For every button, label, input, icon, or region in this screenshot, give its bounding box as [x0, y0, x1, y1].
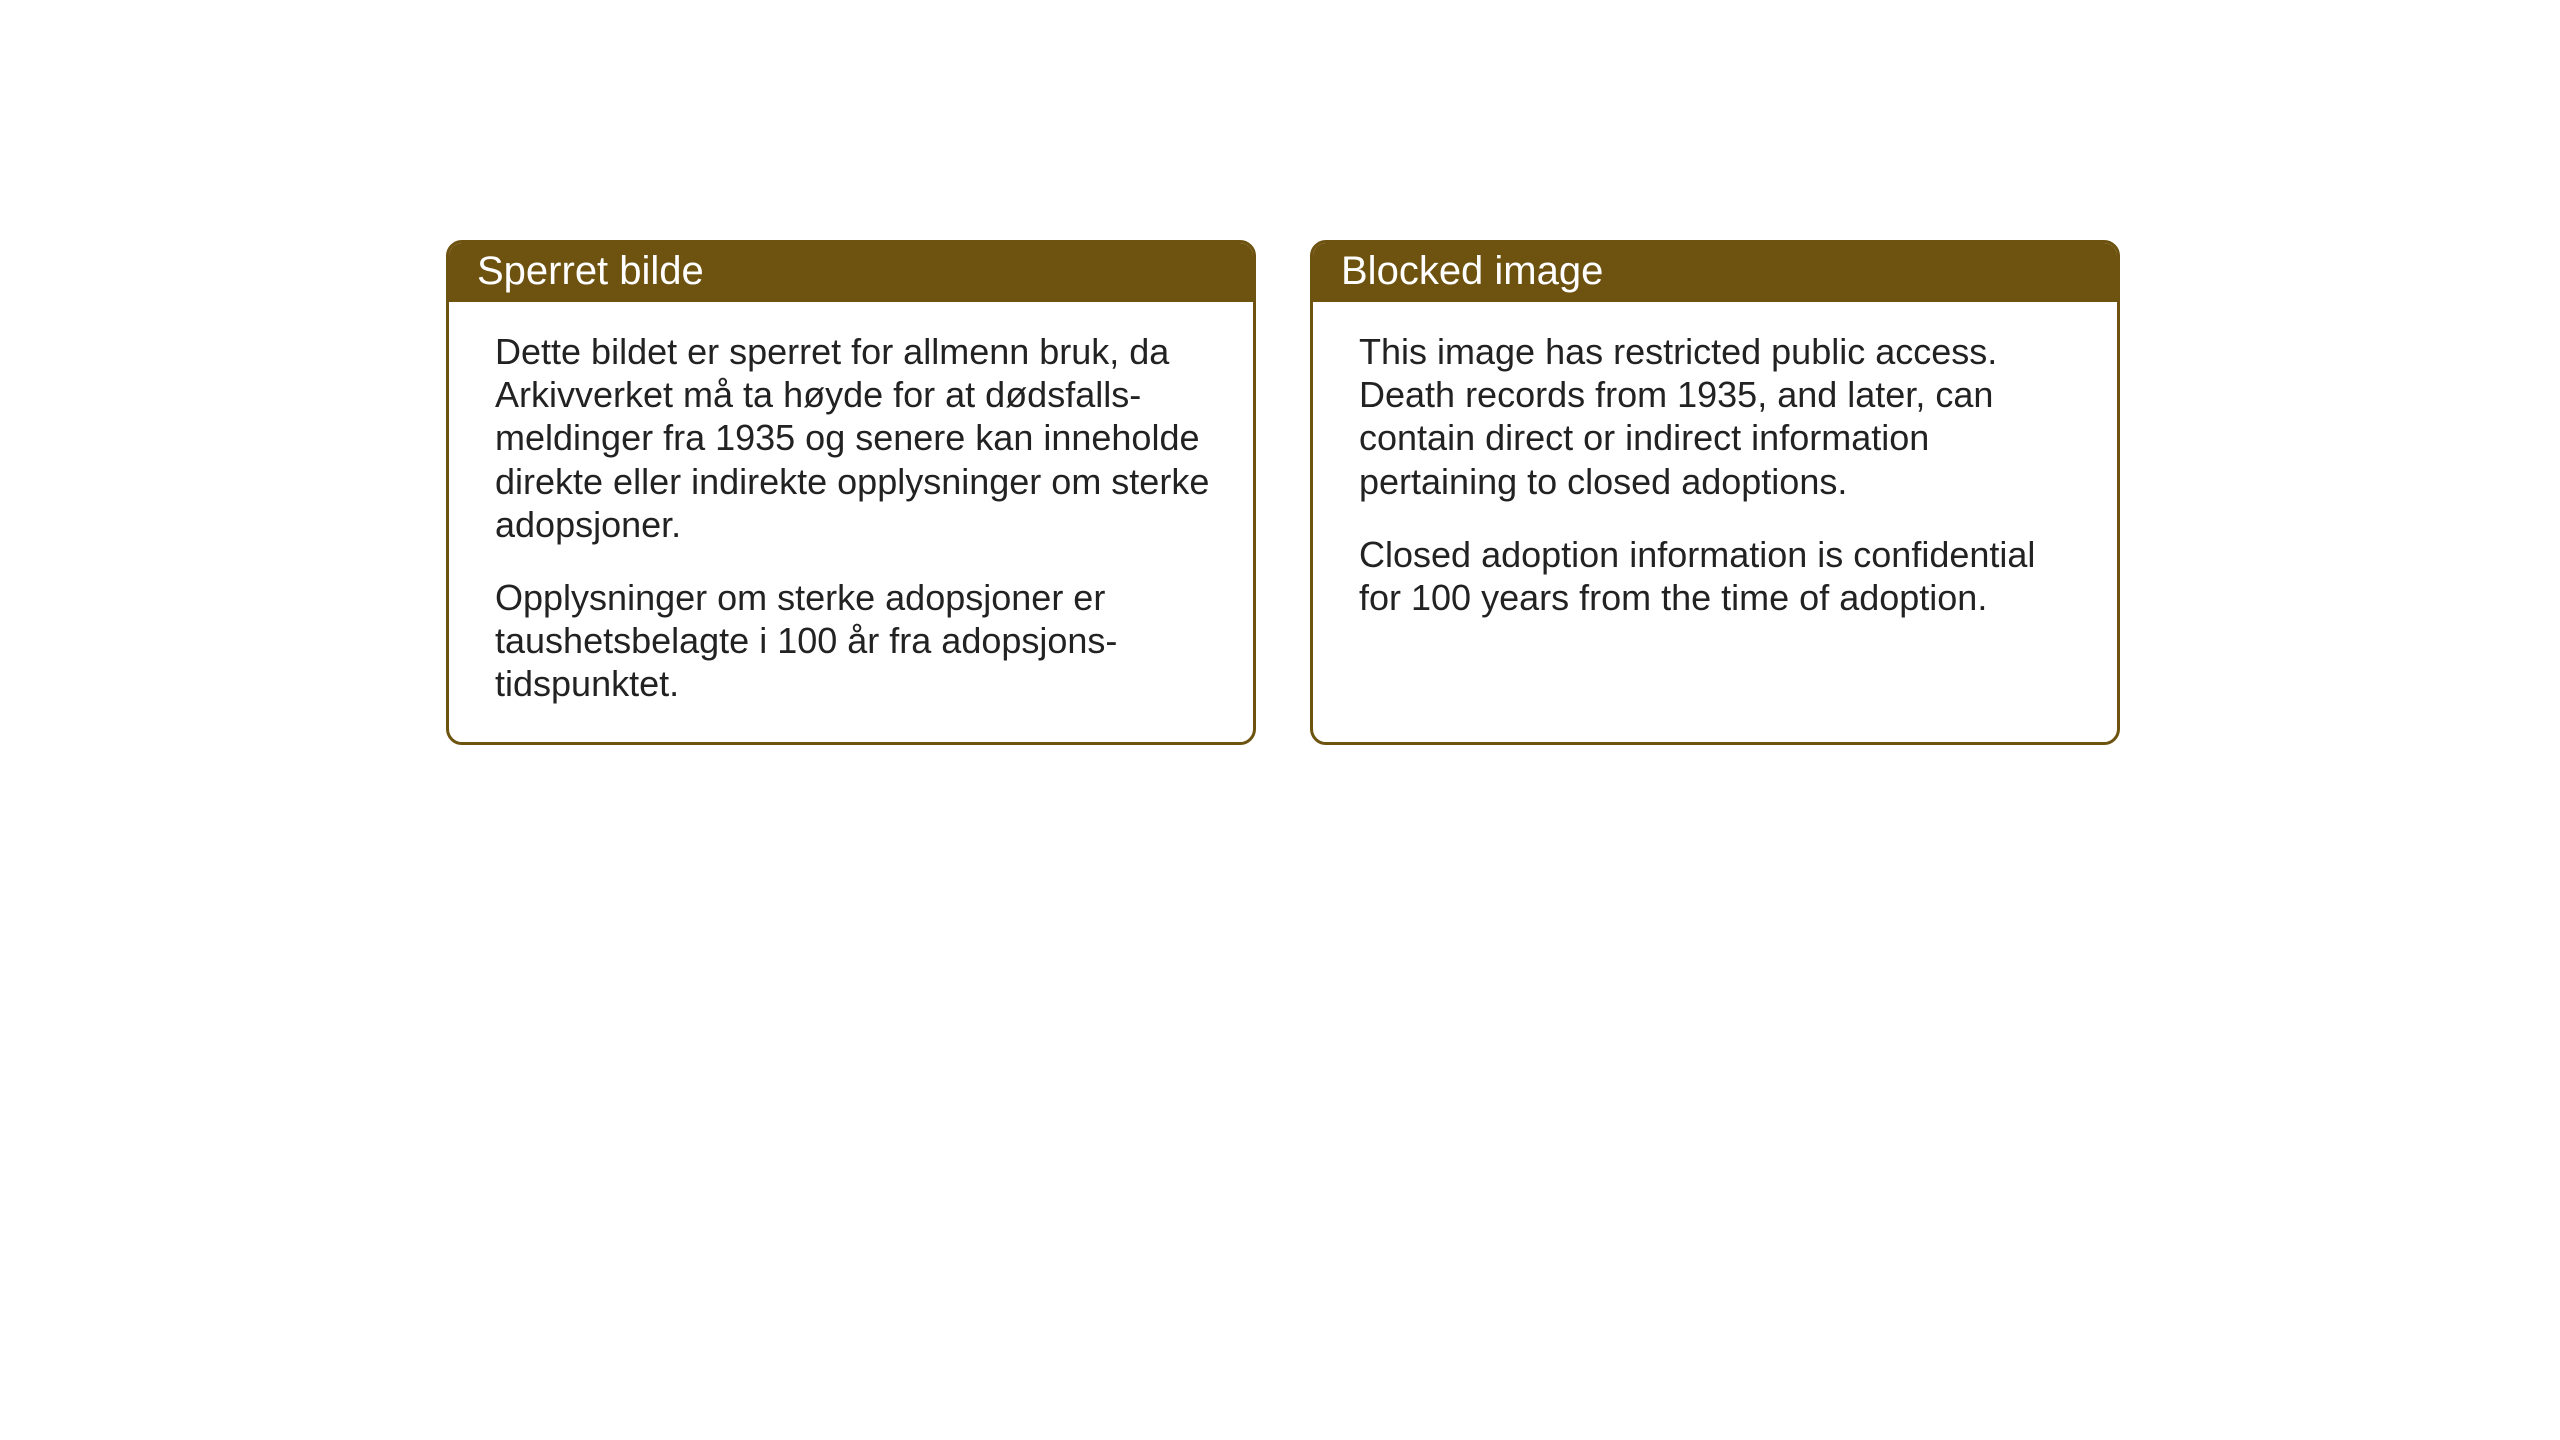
card-header-english: Blocked image: [1313, 243, 2117, 302]
notice-cards-container: Sperret bilde Dette bildet er sperret fo…: [446, 240, 2120, 745]
card-paragraph: Closed adoption information is confident…: [1359, 533, 2075, 619]
card-paragraph: Dette bildet er sperret for allmenn bruk…: [495, 330, 1211, 546]
card-paragraph: Opplysninger om sterke adopsjoner er tau…: [495, 576, 1211, 706]
notice-card-english: Blocked image This image has restricted …: [1310, 240, 2120, 745]
card-body-norwegian: Dette bildet er sperret for allmenn bruk…: [449, 302, 1253, 742]
card-title: Sperret bilde: [477, 249, 704, 293]
card-header-norwegian: Sperret bilde: [449, 243, 1253, 302]
card-paragraph: This image has restricted public access.…: [1359, 330, 2075, 503]
card-body-english: This image has restricted public access.…: [1313, 302, 2117, 697]
notice-card-norwegian: Sperret bilde Dette bildet er sperret fo…: [446, 240, 1256, 745]
card-title: Blocked image: [1341, 249, 1603, 293]
